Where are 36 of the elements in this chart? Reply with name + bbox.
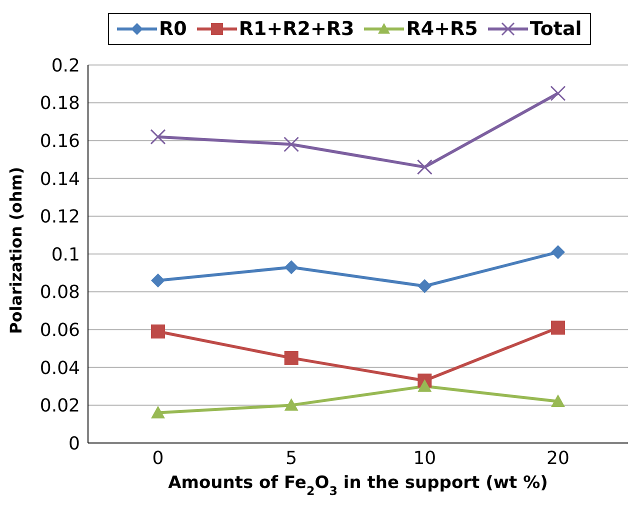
y-tick-label: 0.06: [40, 320, 80, 341]
x-axis-title: Amounts of Fe$_{2}$O$_{3}$ in the support (wt %): [168, 473, 548, 498]
legend-label: R0: [159, 18, 187, 40]
y-tick-label: 0.12: [40, 206, 80, 228]
y-tick-label: 0.08: [40, 282, 80, 304]
x-tick-label: 0: [152, 448, 164, 469]
x-tick-label: 10: [413, 448, 436, 469]
x-tick-label: 20: [546, 448, 570, 469]
legend-label: R1+R2+R3: [238, 18, 354, 40]
point: [551, 394, 565, 408]
point: [551, 320, 565, 335]
y-tick-label: 0.02: [40, 396, 80, 417]
point: [418, 279, 432, 294]
point: [551, 245, 565, 260]
point: [284, 260, 298, 274]
y-tick-label: 0.18: [40, 93, 80, 114]
y-tick-label: 0.14: [40, 168, 80, 190]
point: [150, 129, 166, 145]
point: [151, 273, 165, 288]
legend-label: Total: [530, 18, 582, 40]
point: [151, 406, 165, 418]
y-tick-label: 0.2: [51, 55, 80, 76]
y-axis-title: Polarization (ohm): [6, 166, 26, 334]
y-tick-label: 0: [68, 433, 80, 454]
y-tick-label: 0.16: [40, 130, 80, 152]
x-tick-label: 5: [286, 448, 298, 469]
point: [418, 379, 432, 392]
legend-label: R4+R5: [406, 18, 478, 40]
point: [284, 398, 298, 411]
point: [151, 324, 165, 338]
point: [416, 159, 432, 175]
point: [284, 350, 298, 365]
y-tick-label: 0.1: [51, 244, 80, 266]
point: [284, 136, 300, 152]
point: [550, 86, 566, 102]
y-tick-label: 0.04: [40, 358, 80, 379]
